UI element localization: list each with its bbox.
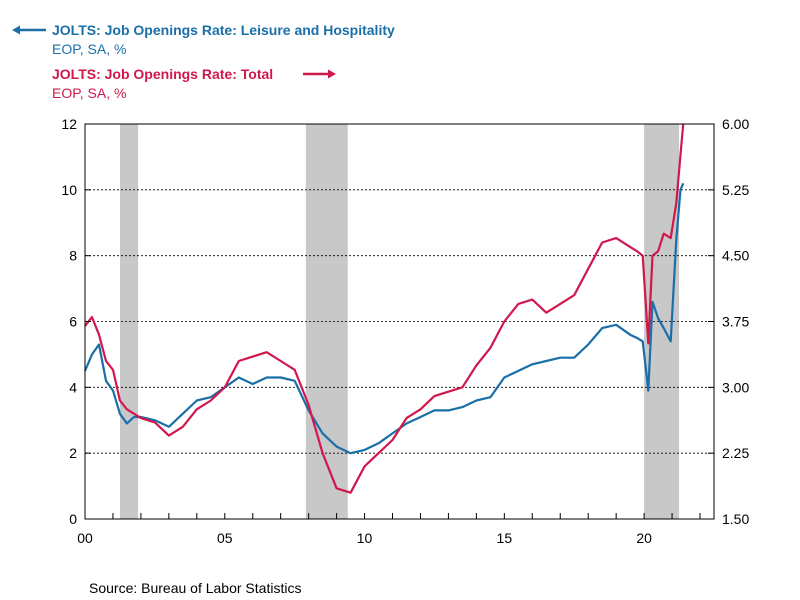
legend: JOLTS: Job Openings Rate: Leisure and Ho… [12,22,395,101]
y-right-tick-label-3: 3.75 [722,314,749,330]
y-right-tick-label-5: 5.25 [722,182,749,198]
plot-frame [84,123,715,520]
y-right-tick-label-1: 2.25 [722,445,749,461]
series-line-leisure [83,182,685,455]
x-tick-label-0: 00 [77,530,93,546]
legend-entry-total: JOLTS: Job Openings Rate: Total EOP, SA,… [52,66,336,101]
y-right-tick-label-0: 1.50 [722,511,749,527]
y-left-tick-label-4: 8 [69,248,77,264]
y-right-axis: 1.50 2.25 3.00 3.75 4.50 5.25 6.00 [708,116,749,527]
y-left-axis: 0 2 4 6 8 10 12 [61,116,91,527]
legend-subtitle-leisure: EOP, SA, % [52,41,126,57]
y-right-tick-label-4: 4.50 [722,248,749,264]
x-tick-label-1: 05 [217,530,233,546]
series-line-total [84,123,685,494]
y-left-tick-label-2: 4 [69,379,77,395]
x-axis: 00 05 10 15 20 [77,513,701,546]
y-left-tick-label-0: 0 [69,511,77,527]
legend-title-leisure: JOLTS: Job Openings Rate: Leisure and Ho… [52,22,395,38]
arrow-right-icon [328,69,336,79]
source-note: Source: Bureau of Labor Statistics [89,580,301,596]
y-left-tick-label-5: 10 [61,182,77,198]
y-left-tick-label-3: 6 [69,314,77,330]
legend-entry-leisure: JOLTS: Job Openings Rate: Leisure and Ho… [12,22,395,57]
gridlines [85,189,714,454]
y-left-tick-label-6: 12 [61,116,77,132]
series-layer [83,123,685,494]
x-tick-label-3: 15 [497,530,513,546]
x-tick-label-2: 10 [357,530,373,546]
recession-bands [119,124,680,519]
legend-subtitle-total: EOP, SA, % [52,85,126,101]
y-right-tick-label-6: 6.00 [722,116,749,132]
x-tick-label-4: 20 [636,530,652,546]
arrow-left-icon [12,25,20,35]
y-right-tick-label-2: 3.00 [722,379,749,395]
y-left-tick-label-1: 2 [69,445,77,461]
legend-title-total: JOLTS: Job Openings Rate: Total [52,66,273,82]
